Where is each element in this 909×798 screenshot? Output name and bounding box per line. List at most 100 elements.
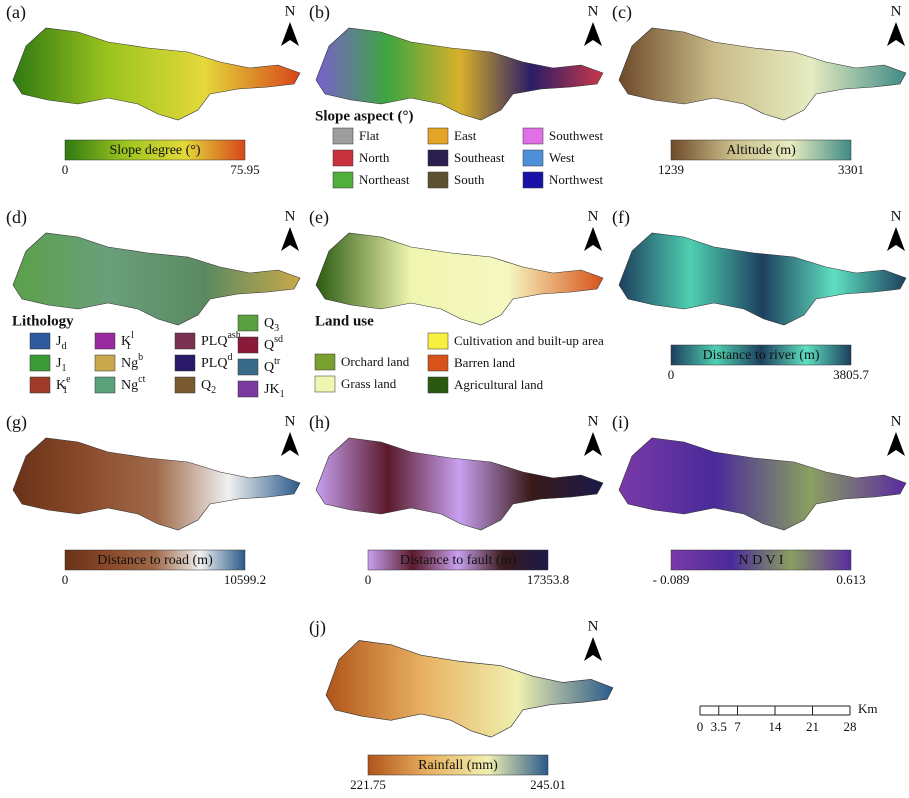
north-label: N [891, 413, 902, 429]
scale-tick-label: 0 [697, 719, 704, 734]
panel-label: (i) [612, 412, 629, 433]
map-area [316, 438, 603, 530]
legend-sub: 1 [126, 341, 131, 352]
colorbar-max: 3805.7 [833, 367, 869, 382]
legend-base: Ng [121, 356, 138, 371]
north-arrow [887, 22, 905, 46]
legend-swatch [428, 150, 448, 166]
panel-label: (e) [309, 207, 329, 228]
north-arrow [281, 22, 299, 46]
legend-title: Lithology [12, 313, 74, 329]
colorbar-max: 245.01 [530, 777, 566, 792]
panel-label: (c) [612, 2, 632, 23]
scale-tick-label: 28 [844, 719, 857, 734]
legend-swatch [238, 381, 258, 397]
map-area [13, 438, 300, 530]
legend-swatch [175, 333, 195, 349]
legend-base: Q [264, 316, 274, 331]
legend-label: North [359, 150, 390, 165]
legend-swatch [238, 315, 258, 331]
map-area [13, 28, 300, 120]
legend-label: PLQd [201, 352, 232, 371]
legend-swatch [95, 355, 115, 371]
legend-swatch [523, 150, 543, 166]
legend-label: JK1 [264, 382, 285, 400]
north-arrow [584, 22, 602, 46]
north-arrow [584, 432, 602, 456]
legend-swatch [30, 377, 50, 393]
legend-swatch [315, 376, 335, 392]
scale-tick-label: 7 [734, 719, 741, 734]
legend-sup: b [138, 352, 143, 363]
panel: (j)NRainfall (mm)221.75245.01 [309, 617, 613, 792]
colorbar-min: - 0.089 [653, 572, 690, 587]
legend-swatch [428, 355, 448, 371]
legend-sup: e [66, 374, 71, 385]
north-label: N [588, 3, 599, 19]
north-label: N [891, 208, 902, 224]
panel-label: (j) [309, 617, 326, 638]
scale-unit: Km [858, 701, 878, 716]
north-arrow [584, 227, 602, 251]
colorbar-min: 0 [62, 572, 69, 587]
panel: (e)NLand useOrchard landGrass landCultiv… [309, 207, 604, 393]
legend-label: Qsd [264, 334, 283, 353]
north-label: N [285, 208, 296, 224]
colorbar-max: 17353.8 [527, 572, 569, 587]
legend-sup: sd [274, 334, 283, 345]
legend-label: Cultivation and built-up area [454, 333, 604, 348]
legend-swatch [333, 150, 353, 166]
colorbar-min: 0 [668, 367, 675, 382]
panel: (h)NDistance to fault (m)017353.8 [309, 412, 603, 587]
panel: (f) N Distance to river (m) 0 3805.7 [612, 207, 906, 382]
panel-label: (f) [612, 207, 630, 228]
legend-base: PLQ [201, 334, 227, 349]
legend-label: Q3 [264, 316, 279, 334]
legend-base: Q [264, 360, 274, 375]
legend-label: South [454, 172, 485, 187]
panel: (d)NLithologyJdJ1Ke1Kl1NgbNgctPLQashPLQd… [6, 207, 300, 400]
legend-sub: 3 [274, 323, 279, 334]
legend-label: Qtr [264, 356, 281, 375]
map-area [326, 641, 613, 738]
legend-label: West [549, 150, 575, 165]
legend-label: Northwest [549, 172, 604, 187]
legend-sub: 2 [211, 385, 216, 396]
legend-label: Southwest [549, 128, 604, 143]
figure: (a)NSlope degree (°)075.95(b)NSlope aspe… [0, 0, 909, 798]
legend-label: Flat [359, 128, 380, 143]
legend-swatch [428, 172, 448, 188]
north-label: N [588, 618, 599, 634]
panel: (b)NSlope aspect (°)FlatNorthNortheastEa… [309, 2, 604, 188]
panel-label: (d) [6, 207, 27, 228]
colorbar-max: 75.95 [230, 162, 259, 177]
legend-label: Barren land [454, 355, 516, 370]
north-arrow [281, 432, 299, 456]
legend-swatch [30, 333, 50, 349]
legend-sub: 1 [61, 363, 66, 374]
legend-label: Southeast [454, 150, 505, 165]
legend-swatch [95, 333, 115, 349]
colorbar-title: Distance to river (m) [702, 348, 819, 363]
north-label: N [285, 413, 296, 429]
panel: (i) N N D V I - 0.089 0.613 [612, 412, 906, 587]
legend-swatch [238, 359, 258, 375]
legend-title: Slope aspect (°) [315, 108, 414, 124]
north-label: N [588, 208, 599, 224]
colorbar-max: 0.613 [836, 572, 865, 587]
north-arrow [584, 637, 602, 661]
legend-label: Agricultural land [454, 377, 544, 392]
legend-swatch [333, 128, 353, 144]
legend-label: Northeast [359, 172, 410, 187]
north-label: N [588, 413, 599, 429]
legend-label: East [454, 128, 477, 143]
colorbar-title: N D V I [739, 553, 784, 568]
panel-label: (h) [309, 412, 330, 433]
legend-base: Q [201, 378, 211, 393]
colorbar-title: Distance to fault (m) [400, 553, 517, 568]
legend-swatch [333, 172, 353, 188]
